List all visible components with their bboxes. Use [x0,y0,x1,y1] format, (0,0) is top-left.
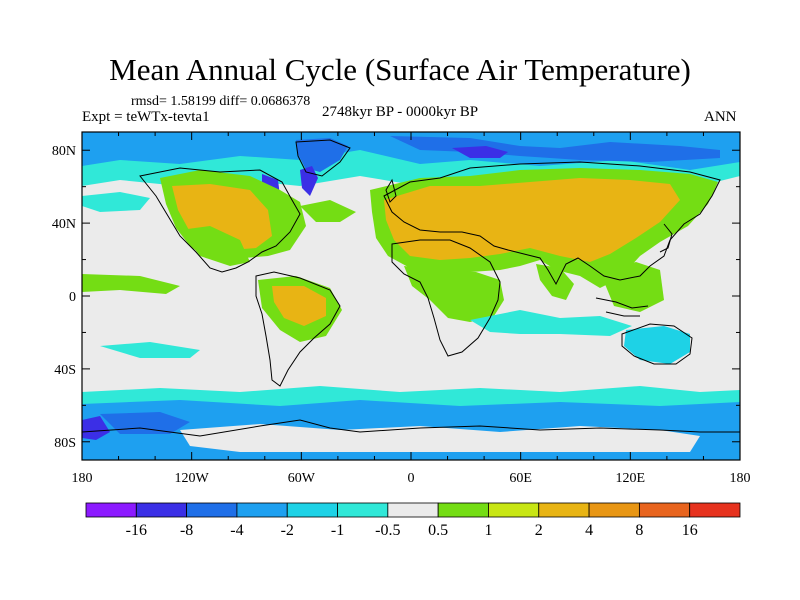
colorbar-label: 16 [682,522,698,539]
colorbar-swatch [488,502,540,518]
colorbar-swatch [387,502,439,518]
season-label: ANN [704,109,737,125]
colorbar-label: -0.5 [375,522,400,539]
colorbar-swatch [638,502,691,518]
north-pacific-cool [82,192,150,212]
coastline-uk [385,178,397,203]
coastline-africa [391,239,501,357]
colorbar-swatch [538,502,590,518]
barents-cool [452,146,508,158]
south-pacific-cool [100,342,200,358]
stats-label: rmsd= 1.58199 diff= 0.0686378 [131,94,311,109]
colorbar-label: 4 [585,522,593,539]
colorbar-label: 1 [484,522,492,539]
colorbar-label: -16 [126,522,147,539]
africa-warm-1 [404,266,504,322]
colorbar: -16 -8 -4 -2 -1 -0.5 0.5 1 2 4 8 16 [85,502,741,539]
atlantic-warm-tongue [300,200,356,222]
colorbar-label: -1 [331,522,344,539]
lon-tick-label: 60W [288,471,316,486]
anomaly-field [82,132,740,460]
australia-cool [624,326,690,364]
lat-tick-label: 40S [54,363,76,378]
coastline-antarctica [82,419,740,437]
lon-tick-label: 60E [509,471,532,486]
colorbar-swatch [689,502,741,518]
experiment-label: Expt = teWTx-tevta1 [82,109,210,125]
lat-tick-label: 40N [52,217,76,232]
tropical-warm-band [180,226,250,266]
colorbar-swatch [588,502,640,518]
colorbar-swatch [186,502,238,518]
colorbar-label: 0.5 [428,522,448,539]
arctic-cool-band-2 [82,132,740,170]
lat-tick-label: 80S [54,436,76,451]
greenland-cool [296,138,348,172]
coastlines [82,139,740,437]
colorbar-swatch [135,502,188,518]
antarctic-neutral [180,424,700,452]
colorbar-swatch [337,502,389,518]
colorbar-label: -2 [281,522,294,539]
east-asia-warm-1 [600,262,664,312]
lon-tick-label: 120E [616,471,646,486]
colorbar-label: -8 [180,522,193,539]
coastline-australia [621,323,693,365]
colorbar-label: -4 [230,522,243,539]
map-title: Mean Annual Cycle (Surface Air Temperatu… [109,52,691,87]
arctic-cool-band-3 [390,136,720,162]
lon-tick-label: 120W [175,471,210,486]
colorbar-swatch [236,502,288,518]
eurasia-warm-4 [384,178,680,262]
coastline-greenland [295,139,351,177]
coastline-indonesia [595,297,649,317]
lon-tick-label: 180 [730,471,751,486]
colorbar-swatch [286,502,338,518]
coastline-south-america [255,271,341,387]
pacific-sector-cool [100,412,190,434]
coastline-north-america [139,167,301,273]
indian-ocean-cool [470,310,632,336]
lat-tick-label: 80N [52,144,76,159]
coastline-eurasia [383,161,721,286]
colorbar-label: 8 [635,522,643,539]
lon-tick-label: 180 [72,471,93,486]
south-america-warm-4 [272,286,326,326]
colorbar-swatch [85,502,137,518]
period-label: 2748kyr BP - 0000kyr BP [322,104,479,120]
lon-tick-label: 0 [408,471,415,486]
colorbar-label: 2 [535,522,543,539]
axis-ticks: 80N 40N 0 40S 80S 180 120W 60W 0 60E 120E 180 [52,132,751,486]
lat-tick-label: 0 [69,290,76,305]
pacific-warm-band [82,274,180,294]
ross-cool [82,416,110,440]
colorbar-swatch [437,502,489,518]
coastline-japan [659,223,673,253]
